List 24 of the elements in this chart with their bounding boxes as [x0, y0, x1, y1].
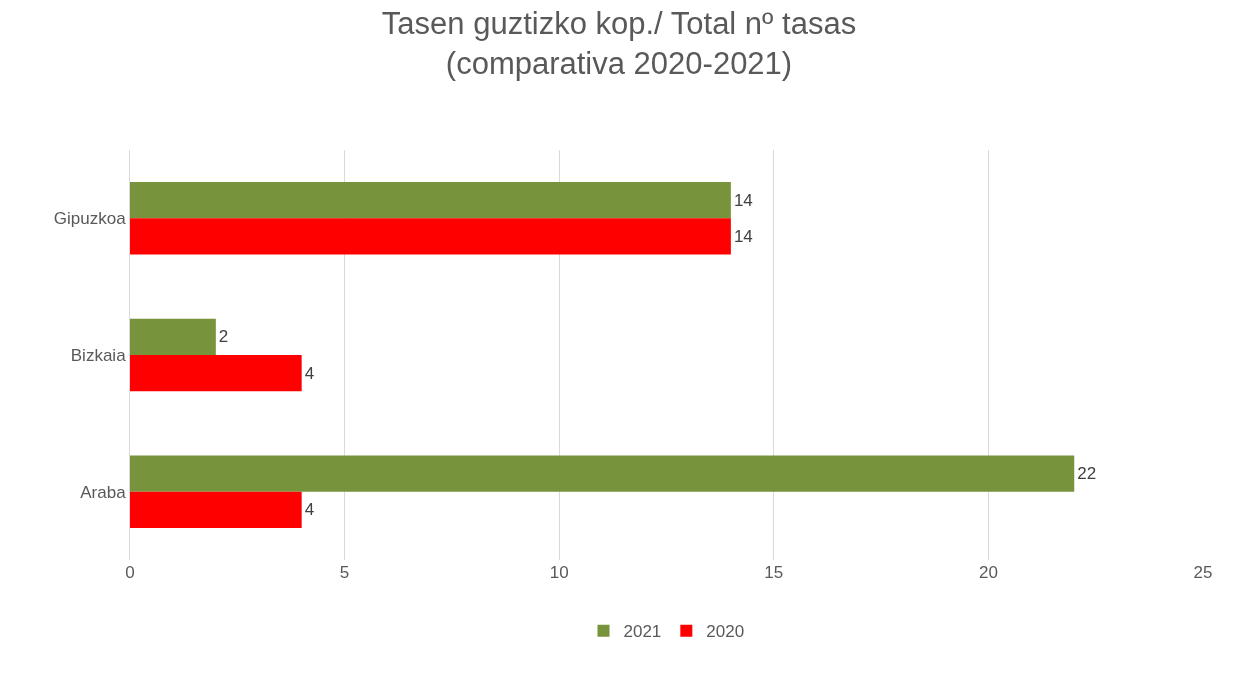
bar [130, 218, 731, 255]
bar [130, 455, 1075, 492]
data-label: 14 [733, 190, 753, 210]
bar [130, 355, 302, 392]
legend-label: 2020 [706, 622, 745, 642]
bar [130, 491, 302, 528]
data-label: 14 [733, 226, 753, 246]
x-tick-label: 5 [339, 563, 350, 582]
x-tick-label: 0 [125, 563, 135, 582]
y-tick-label: Araba [80, 482, 127, 502]
x-tick-label: 15 [764, 563, 784, 582]
legend-label: 2021 [623, 622, 662, 642]
x-tick-label: 20 [978, 563, 998, 582]
x-tick-label: 10 [549, 563, 569, 582]
data-label: 2 [218, 327, 229, 347]
bar [130, 182, 731, 219]
y-tick-label: Gipuzkoa [53, 209, 127, 229]
data-label: 4 [304, 363, 315, 383]
x-tick-label: 25 [1193, 563, 1213, 582]
data-label: 22 [1077, 464, 1097, 484]
data-label: 4 [304, 500, 315, 520]
chart-title: Tasen guztizko kop./ Total nº tasas (comparativa 2020-2021) [381, 6, 857, 82]
y-tick-label: Bizkaia [70, 345, 127, 365]
bar [130, 318, 216, 355]
